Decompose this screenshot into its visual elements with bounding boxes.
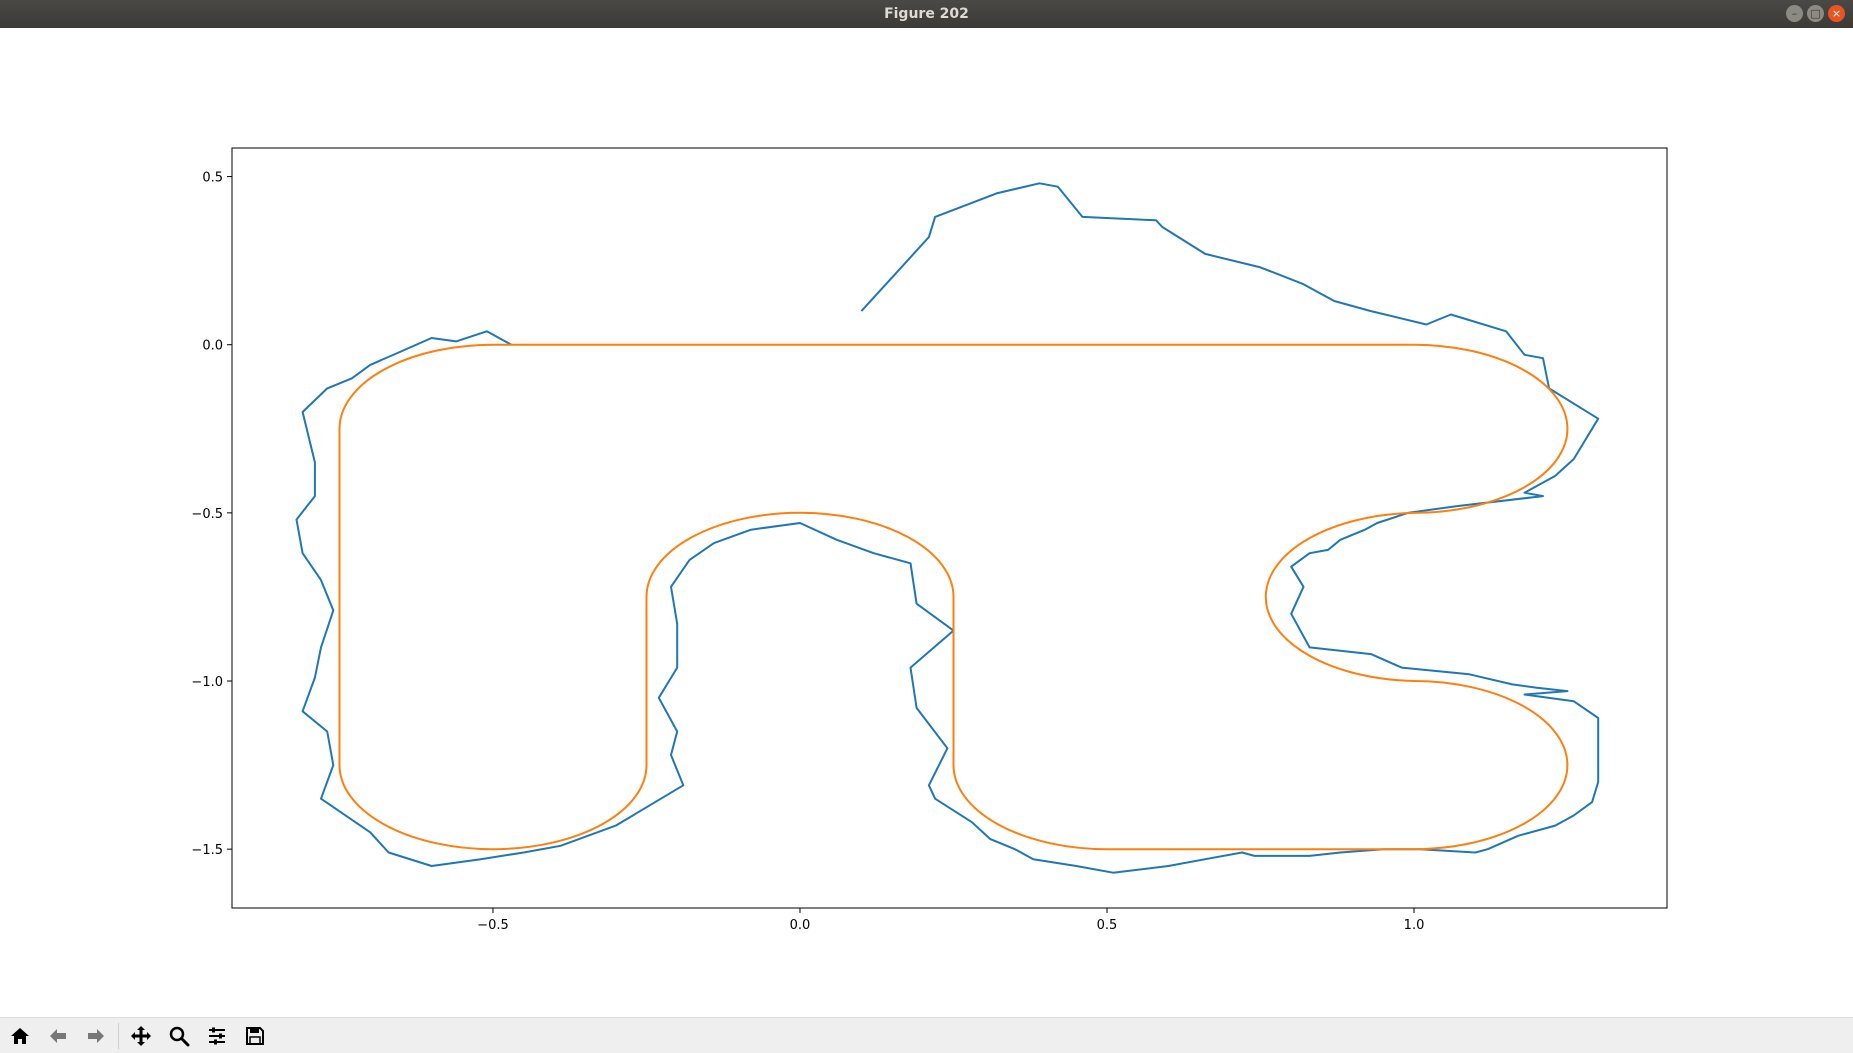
y-tick-label: −1.0: [191, 675, 223, 690]
reference-track-line: [338, 343, 1569, 851]
x-tick-label: 1.0: [1404, 918, 1425, 933]
plot-svg: −0.5 0.0 0.5 1.0 0.5 0.0 −0.5 −1.0 −1.5: [191, 147, 1668, 933]
forward-icon[interactable]: [80, 1020, 112, 1052]
pan-icon[interactable]: [125, 1020, 157, 1052]
window-controls: – □ ×: [1786, 5, 1845, 22]
save-icon[interactable]: [239, 1020, 271, 1052]
y-tick-label: 0.0: [202, 339, 223, 354]
close-icon[interactable]: ×: [1828, 5, 1845, 22]
x-tick-label: 0.0: [790, 918, 811, 933]
figure-canvas: −0.5 0.0 0.5 1.0 0.5 0.0 −0.5 −1.0 −1.5: [0, 28, 1853, 1017]
configure-subplots-icon[interactable]: [201, 1020, 233, 1052]
axes-frame: [231, 147, 1668, 909]
y-tick-label: −1.5: [191, 843, 223, 858]
window-titlebar[interactable]: Figure 202 – □ ×: [0, 0, 1853, 28]
y-tick-label: 0.5: [202, 171, 223, 186]
navigation-toolbar: [0, 1017, 1853, 1053]
toolbar-separator: [118, 1022, 119, 1049]
x-tick-label: −0.5: [477, 918, 509, 933]
maximize-icon[interactable]: □: [1807, 5, 1824, 22]
window-title: Figure 202: [884, 6, 969, 22]
trajectory-line: [295, 182, 1600, 874]
zoom-icon[interactable]: [163, 1020, 195, 1052]
back-icon[interactable]: [42, 1020, 74, 1052]
home-icon[interactable]: [4, 1020, 36, 1052]
x-tick-label: 0.5: [1097, 918, 1118, 933]
minimize-icon[interactable]: –: [1786, 5, 1803, 22]
y-tick-label: −0.5: [191, 507, 223, 522]
